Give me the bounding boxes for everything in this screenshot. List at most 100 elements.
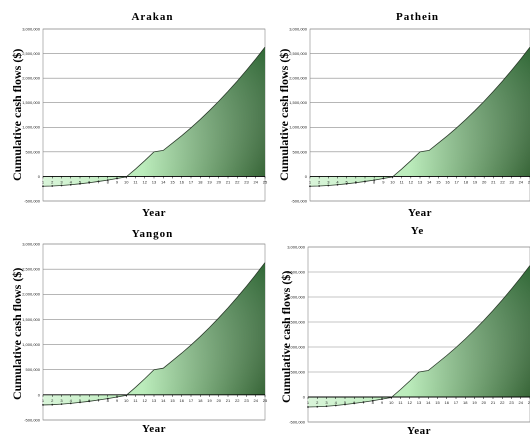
x-tick-label: 23: [509, 179, 514, 184]
x-axis-label: Year: [142, 423, 166, 435]
chart-title: Yangon: [131, 228, 174, 240]
x-tick-label: 18: [463, 400, 468, 405]
x-tick-label: 17: [454, 400, 459, 405]
y-tick-label: 500,000: [26, 149, 41, 154]
x-tick-label: 15: [436, 179, 441, 184]
data-point: [354, 181, 357, 184]
data-point: [88, 181, 91, 184]
y-tick-label: 2,500,000: [289, 51, 308, 56]
x-tick-label: 17: [454, 179, 459, 184]
x-tick-label: 9: [382, 179, 385, 184]
x-tick-label: 8: [107, 398, 110, 403]
x-tick-label: 3: [60, 398, 63, 403]
data-point: [88, 400, 91, 403]
x-tick-label: 12: [408, 400, 413, 405]
x-tick-label: 20: [217, 179, 222, 184]
x-tick-label: 17: [189, 179, 194, 184]
x-tick-label: 22: [235, 179, 240, 184]
x-tick-label: 15: [170, 398, 175, 403]
y-tick-label: 1,000,000: [289, 125, 308, 130]
x-tick-label: 24: [519, 179, 524, 184]
x-tick-label: 8: [107, 179, 110, 184]
x-tick-label: 2: [51, 179, 54, 184]
y-tick-label: 2,000,000: [289, 76, 308, 81]
x-tick-label: 5: [344, 400, 347, 405]
x-tick-label: 20: [217, 398, 222, 403]
y-tick-label: 500,000: [26, 367, 41, 372]
area-shade: [308, 265, 530, 407]
x-tick-label: 14: [161, 398, 166, 403]
x-tick-label: 22: [235, 398, 240, 403]
x-tick-label: 12: [143, 398, 148, 403]
x-tick-label: 13: [418, 179, 423, 184]
y-tick-label: 0: [38, 392, 41, 397]
y-tick-label: 0: [38, 174, 41, 179]
x-tick-label: 10: [389, 400, 394, 405]
y-tick-label: -500,000: [24, 417, 41, 422]
data-point: [97, 399, 100, 401]
x-tick-label: 21: [491, 179, 496, 184]
x-tick-label: 17: [189, 398, 194, 403]
data-point: [318, 185, 321, 187]
chart-title: Ye: [410, 225, 425, 237]
x-tick-label: 1: [307, 400, 310, 405]
chart-plot: -500,000 0 500,000 1,000,000 1,500,000 2,000,…: [22, 241, 268, 422]
x-tick-label: 23: [509, 400, 514, 405]
x-tick-label: 15: [435, 400, 440, 405]
data-point: [364, 180, 366, 183]
y-tick-label: 3,000,000: [22, 241, 41, 246]
chart-title: Pathein: [395, 11, 440, 23]
data-point: [51, 403, 54, 406]
y-tick-label: -500,000: [24, 198, 41, 203]
y-tick-label: 2,000,000: [287, 294, 306, 299]
x-tick-label: 19: [207, 179, 212, 184]
x-tick-label: 7: [97, 398, 100, 403]
data-point: [373, 179, 376, 182]
x-tick-label: 19: [472, 400, 477, 405]
x-tick-label: 12: [143, 179, 148, 184]
y-tick-label: 3,000,000: [22, 26, 41, 31]
data-point: [362, 401, 365, 403]
y-tick-label: -500,000: [291, 198, 308, 203]
x-axis-label: Year: [407, 425, 431, 437]
x-tick-label: 21: [226, 179, 231, 184]
x-tick-label: 16: [180, 398, 185, 403]
x-tick-label: 15: [170, 179, 175, 184]
y-tick-label: 0: [305, 174, 308, 179]
chart-title: Arakan: [131, 11, 174, 23]
data-point: [371, 399, 374, 402]
x-tick-label: 8: [373, 179, 376, 184]
area-shade: [310, 47, 530, 187]
data-point: [79, 182, 81, 185]
x-tick-label: 25: [528, 400, 530, 405]
x-tick-label: 8: [372, 400, 375, 405]
y-tick-label: 500,000: [293, 149, 308, 154]
data-point: [345, 182, 348, 185]
x-tick-label: 16: [445, 400, 450, 405]
y-tick-label: 2,000,000: [22, 76, 41, 81]
chart-panel-arakan: Arakan Cumulative cash flows ($) -500,00…: [0, 0, 268, 219]
x-axis-label: Year: [408, 207, 432, 219]
x-tick-label: 6: [88, 179, 91, 184]
x-tick-label: 24: [519, 400, 524, 405]
x-tick-label: 23: [244, 179, 249, 184]
data-point: [60, 184, 63, 187]
x-tick-label: 7: [364, 179, 367, 184]
x-tick-label: 3: [325, 400, 328, 405]
x-tick-label: 2: [318, 179, 321, 184]
x-tick-label: 4: [335, 400, 338, 405]
x-tick-label: 10: [124, 179, 129, 184]
x-tick-label: 20: [482, 400, 487, 405]
x-axis-label: Year: [142, 207, 166, 219]
x-tick-label: 22: [500, 400, 505, 405]
x-tick-label: 9: [116, 179, 119, 184]
x-tick-label: 4: [336, 179, 339, 184]
x-tick-label: 7: [362, 400, 365, 405]
x-tick-label: 9: [116, 398, 119, 403]
y-tick-label: 1,000,000: [22, 342, 41, 347]
y-tick-label: 1,500,000: [22, 100, 41, 105]
x-tick-label: 23: [244, 398, 249, 403]
data-point: [353, 402, 356, 405]
x-tick-label: 4: [70, 398, 73, 403]
y-tick-label: 500,000: [291, 369, 306, 374]
